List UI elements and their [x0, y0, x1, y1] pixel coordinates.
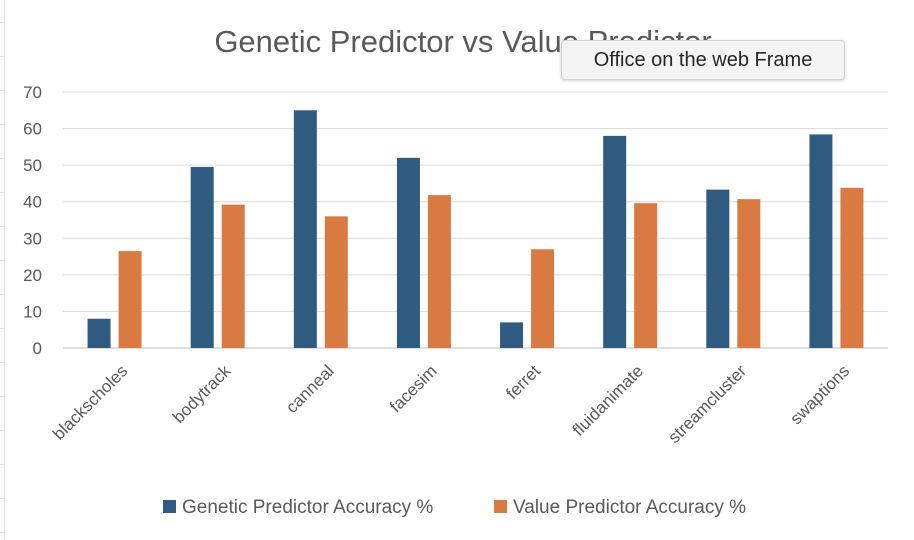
- bar-genetic-ferret: [500, 322, 524, 348]
- legend-label: Value Predictor Accuracy %: [513, 497, 746, 518]
- bar-genetic-blackscholes: [87, 318, 111, 348]
- x-tick-label: facesim: [386, 361, 441, 416]
- bar-value-swaptions: [840, 187, 864, 348]
- bar-value-bodytrack: [221, 204, 245, 348]
- x-tick-label: swaptions: [786, 361, 853, 428]
- bar-genetic-swaptions: [809, 134, 833, 348]
- sheet-row-line: [0, 294, 4, 295]
- bar-value-blackscholes: [118, 251, 142, 348]
- sheet-row-line: [0, 532, 4, 533]
- legend-swatch: [163, 500, 176, 513]
- x-tick-label: canneal: [282, 361, 338, 417]
- y-tick-label: 50: [23, 156, 42, 175]
- sheet-row-line: [0, 90, 4, 91]
- x-tick-label: streamcluster: [665, 361, 751, 447]
- tooltip: Office on the web Frame: [561, 40, 845, 80]
- x-tick-label: fluidanimate: [569, 361, 647, 439]
- bar-value-fluidanimate: [634, 203, 658, 348]
- bar-genetic-fluidanimate: [603, 135, 627, 348]
- bar-genetic-canneal: [293, 110, 317, 349]
- y-tick-label: 10: [23, 302, 42, 321]
- sheet-row-line: [0, 362, 4, 363]
- sheet-row-line: [0, 192, 4, 193]
- bar-value-ferret: [531, 249, 555, 348]
- y-tick-label: 70: [23, 83, 42, 102]
- y-tick-label: 30: [23, 229, 42, 248]
- legend-label: Genetic Predictor Accuracy %: [182, 497, 433, 518]
- sheet-row-line: [0, 464, 4, 465]
- x-tick-label: blackscholes: [49, 361, 131, 443]
- y-tick-label: 60: [23, 120, 42, 139]
- sheet-row-line: [0, 260, 4, 261]
- bar-genetic-streamcluster: [706, 189, 730, 348]
- sheet-row-line: [0, 498, 4, 499]
- legend-swatch: [494, 500, 507, 513]
- sheet-row-line: [0, 158, 4, 159]
- x-tick-label: ferret: [502, 361, 544, 403]
- sheet-row-line: [0, 124, 4, 125]
- x-tick-label: bodytrack: [169, 361, 235, 427]
- sheet-row-line: [0, 56, 4, 57]
- bar-value-streamcluster: [737, 199, 761, 348]
- bar-value-facesim: [427, 195, 451, 348]
- sheet-row-line: [0, 430, 4, 431]
- y-tick-label: 40: [23, 193, 42, 212]
- bar-genetic-facesim: [396, 157, 420, 348]
- bar-genetic-bodytrack: [190, 166, 214, 348]
- sheet-row-line: [0, 328, 4, 329]
- sheet-row-line: [0, 22, 4, 23]
- y-tick-label: 0: [33, 339, 42, 358]
- sheet-edge: [0, 0, 5, 540]
- y-tick-label: 20: [23, 266, 42, 285]
- sheet-row-line: [0, 396, 4, 397]
- bar-value-canneal: [324, 216, 348, 348]
- sheet-row-line: [0, 226, 4, 227]
